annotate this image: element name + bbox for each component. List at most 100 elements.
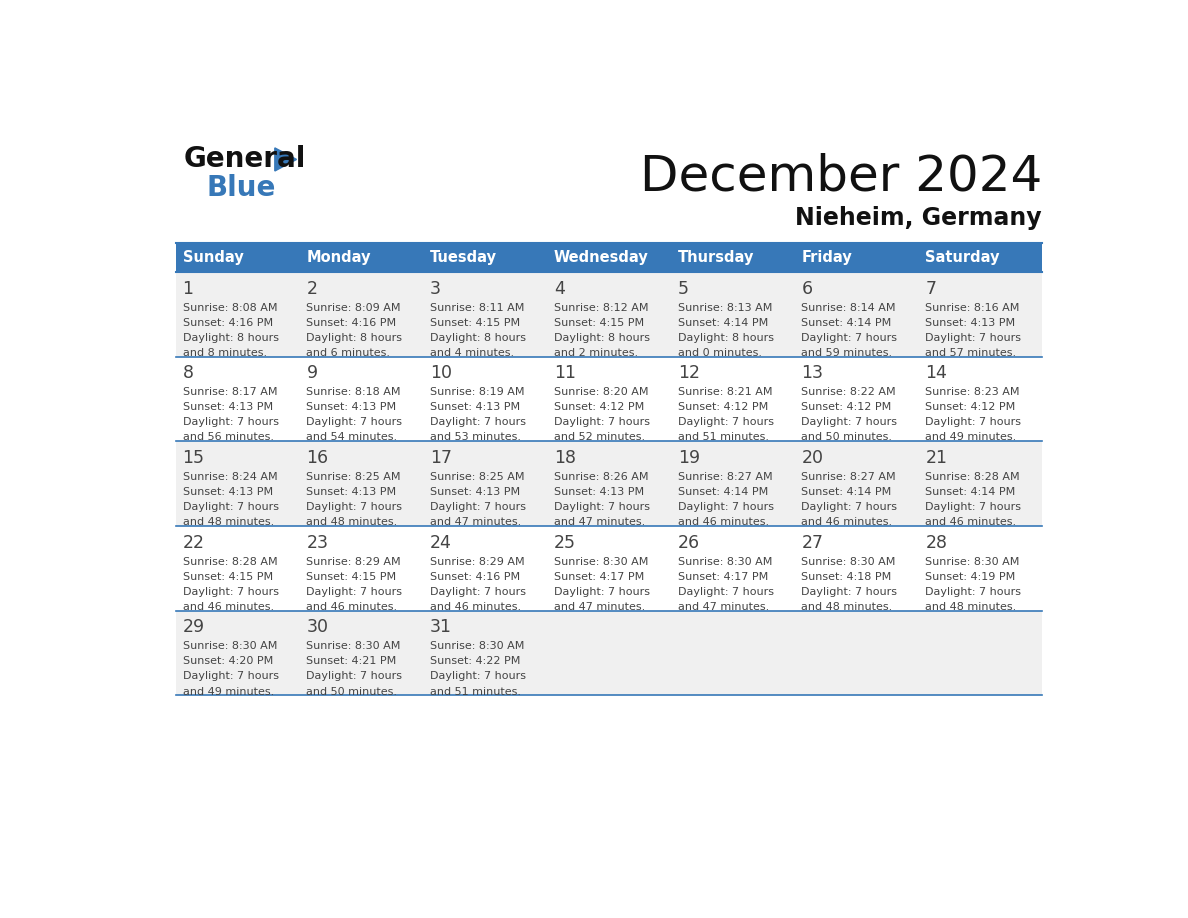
Bar [671,356,795,442]
Text: 25: 25 [554,533,576,552]
Text: Sunrise: 8:29 AM: Sunrise: 8:29 AM [307,556,402,566]
Text: and 47 minutes.: and 47 minutes. [554,602,645,611]
Text: Daylight: 7 hours: Daylight: 7 hours [677,418,773,428]
Text: Sunset: 4:15 PM: Sunset: 4:15 PM [183,572,273,582]
Bar [546,272,671,356]
Text: and 48 minutes.: and 48 minutes. [183,517,274,527]
Text: Daylight: 7 hours: Daylight: 7 hours [802,332,897,342]
Text: Daylight: 7 hours: Daylight: 7 hours [430,587,526,597]
Bar [671,242,795,272]
Text: Sunrise: 8:30 AM: Sunrise: 8:30 AM [802,556,896,566]
Text: Sunset: 4:14 PM: Sunset: 4:14 PM [925,487,1016,497]
Bar [176,272,299,356]
Bar [423,356,546,442]
Text: and 8 minutes.: and 8 minutes. [183,348,267,358]
Text: Sunset: 4:14 PM: Sunset: 4:14 PM [802,318,892,328]
Bar [423,442,546,526]
Text: 15: 15 [183,449,204,467]
Text: Sunset: 4:13 PM: Sunset: 4:13 PM [554,487,644,497]
Text: Sunset: 4:13 PM: Sunset: 4:13 PM [430,487,520,497]
Text: Daylight: 8 hours: Daylight: 8 hours [554,332,650,342]
Bar [299,272,423,356]
Text: 9: 9 [307,364,317,382]
Text: 8: 8 [183,364,194,382]
Text: Sunrise: 8:13 AM: Sunrise: 8:13 AM [677,303,772,313]
Text: Sunset: 4:12 PM: Sunset: 4:12 PM [677,402,767,412]
Bar [546,242,671,272]
Text: Friday: Friday [802,250,852,264]
Text: 24: 24 [430,533,451,552]
Bar [176,610,299,695]
Text: Sunrise: 8:20 AM: Sunrise: 8:20 AM [554,387,649,397]
Text: Daylight: 7 hours: Daylight: 7 hours [677,587,773,597]
Text: Daylight: 7 hours: Daylight: 7 hours [677,502,773,512]
Text: Sunset: 4:12 PM: Sunset: 4:12 PM [554,402,644,412]
Text: 6: 6 [802,280,813,297]
Text: Daylight: 7 hours: Daylight: 7 hours [430,418,526,428]
Text: Thursday: Thursday [677,250,754,264]
Text: Daylight: 8 hours: Daylight: 8 hours [307,332,403,342]
Text: 16: 16 [307,449,329,467]
Text: 17: 17 [430,449,453,467]
Text: Sunrise: 8:24 AM: Sunrise: 8:24 AM [183,472,277,482]
Text: and 52 minutes.: and 52 minutes. [554,432,645,442]
Text: Sunrise: 8:26 AM: Sunrise: 8:26 AM [554,472,649,482]
Text: 28: 28 [925,533,947,552]
Polygon shape [274,148,297,171]
Text: Sunrise: 8:29 AM: Sunrise: 8:29 AM [430,556,525,566]
Text: Daylight: 7 hours: Daylight: 7 hours [430,502,526,512]
Text: 13: 13 [802,364,823,382]
Text: and 46 minutes.: and 46 minutes. [802,517,892,527]
Text: Sunset: 4:15 PM: Sunset: 4:15 PM [307,572,397,582]
Text: Sunrise: 8:21 AM: Sunrise: 8:21 AM [677,387,772,397]
Bar [423,272,546,356]
Text: and 50 minutes.: and 50 minutes. [802,432,892,442]
Text: Sunrise: 8:28 AM: Sunrise: 8:28 AM [925,472,1019,482]
Text: Sunrise: 8:18 AM: Sunrise: 8:18 AM [307,387,400,397]
Text: Sunset: 4:14 PM: Sunset: 4:14 PM [802,487,892,497]
Text: 2: 2 [307,280,317,297]
Text: 7: 7 [925,280,936,297]
Text: Sunrise: 8:28 AM: Sunrise: 8:28 AM [183,556,277,566]
Text: and 59 minutes.: and 59 minutes. [802,348,892,358]
Text: Sunset: 4:13 PM: Sunset: 4:13 PM [183,402,273,412]
Text: 19: 19 [677,449,700,467]
Text: 3: 3 [430,280,441,297]
Text: Sunrise: 8:09 AM: Sunrise: 8:09 AM [307,303,400,313]
Text: and 49 minutes.: and 49 minutes. [925,432,1017,442]
Text: Daylight: 8 hours: Daylight: 8 hours [430,332,526,342]
Bar [299,526,423,610]
Text: and 4 minutes.: and 4 minutes. [430,348,514,358]
Text: 12: 12 [677,364,700,382]
Bar [918,610,1042,695]
Text: and 0 minutes.: and 0 minutes. [677,348,762,358]
Text: Sunset: 4:19 PM: Sunset: 4:19 PM [925,572,1016,582]
Text: Daylight: 7 hours: Daylight: 7 hours [925,502,1022,512]
Text: and 2 minutes.: and 2 minutes. [554,348,638,358]
Text: Sunrise: 8:17 AM: Sunrise: 8:17 AM [183,387,277,397]
Text: Daylight: 7 hours: Daylight: 7 hours [307,418,403,428]
Text: Sunrise: 8:12 AM: Sunrise: 8:12 AM [554,303,649,313]
Text: Daylight: 7 hours: Daylight: 7 hours [307,502,403,512]
Text: 29: 29 [183,619,204,636]
Text: 11: 11 [554,364,576,382]
Bar [918,242,1042,272]
Text: Sunset: 4:12 PM: Sunset: 4:12 PM [925,402,1016,412]
Text: Sunset: 4:16 PM: Sunset: 4:16 PM [307,318,397,328]
Text: 14: 14 [925,364,947,382]
Text: Sunrise: 8:30 AM: Sunrise: 8:30 AM [677,556,772,566]
Text: Tuesday: Tuesday [430,250,497,264]
Text: 10: 10 [430,364,453,382]
Text: Sunset: 4:15 PM: Sunset: 4:15 PM [554,318,644,328]
Text: Sunrise: 8:25 AM: Sunrise: 8:25 AM [430,472,525,482]
Text: Daylight: 7 hours: Daylight: 7 hours [183,418,279,428]
Bar [671,272,795,356]
Text: Saturday: Saturday [925,250,1000,264]
Bar [299,610,423,695]
Text: Sunset: 4:20 PM: Sunset: 4:20 PM [183,656,273,666]
Bar [299,442,423,526]
Text: Sunrise: 8:27 AM: Sunrise: 8:27 AM [802,472,896,482]
Text: Sunset: 4:13 PM: Sunset: 4:13 PM [925,318,1016,328]
Text: and 51 minutes.: and 51 minutes. [430,687,522,697]
Text: 31: 31 [430,619,453,636]
